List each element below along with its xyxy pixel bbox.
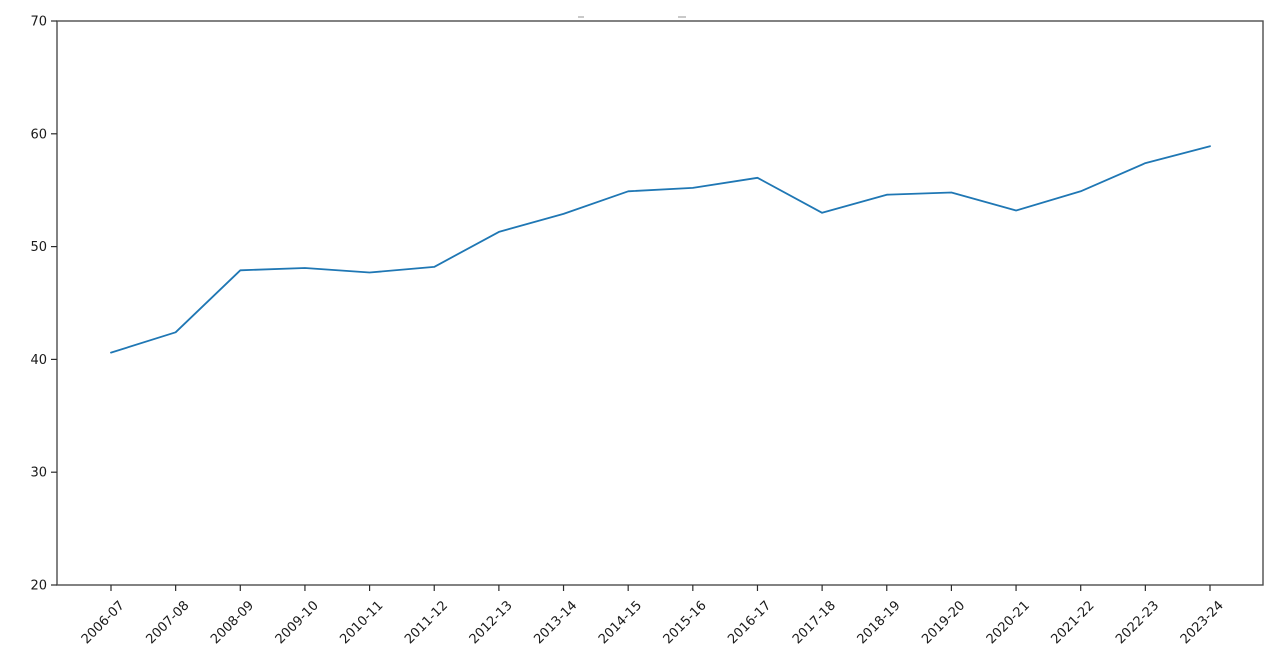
x-tick-label: 2009-10 — [273, 598, 322, 647]
x-tick-label: 2019-20 — [919, 598, 968, 647]
plot-border — [56, 20, 1264, 586]
x-tick-label: 2007-08 — [143, 598, 192, 647]
y-tick-label: 30 — [30, 466, 47, 481]
cropped-title-remnant — [578, 16, 584, 18]
y-tick-label: 20 — [30, 579, 47, 594]
x-tick-label: 2012-13 — [467, 598, 516, 647]
cropped-title-remnant — [678, 16, 686, 18]
x-tick-label: 2021-22 — [1049, 598, 1098, 647]
x-tick-label: 2022-23 — [1113, 598, 1162, 647]
y-tick-label: 70 — [30, 15, 47, 30]
x-tick-label: 2013-14 — [531, 598, 580, 647]
x-tick-label: 2023-24 — [1178, 598, 1227, 647]
x-tick-label: 2014-15 — [596, 598, 645, 647]
y-tick-label: 60 — [30, 127, 47, 142]
y-tick-label: 50 — [30, 240, 47, 255]
x-tick-label: 2006-07 — [79, 598, 128, 647]
x-tick-label: 2018-19 — [855, 598, 904, 647]
y-tick-label: 40 — [30, 353, 47, 368]
x-tick-label: 2016-17 — [725, 598, 774, 647]
x-tick-label: 2017-18 — [790, 598, 839, 647]
x-tick-label: 2010-11 — [337, 598, 386, 647]
x-tick-label: 2008-09 — [208, 598, 257, 647]
x-tick-label: 2020-21 — [984, 598, 1033, 647]
data-line-series-1 — [110, 145, 1211, 354]
x-tick-label: 2011-12 — [402, 598, 451, 647]
x-tick-label: 2015-16 — [661, 598, 710, 647]
